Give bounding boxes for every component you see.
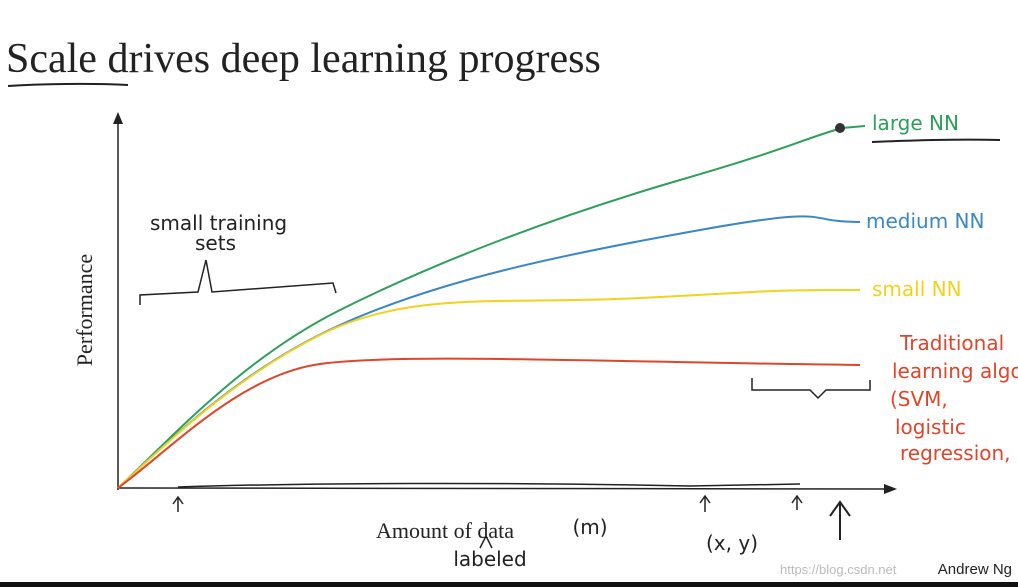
curve-end-dot	[835, 123, 845, 133]
slide-title: Scale drives deep learning progress	[6, 36, 601, 82]
large-nn-curve	[117, 125, 866, 489]
x-arrow	[884, 484, 897, 494]
watermark: https://blog.csdn.net	[780, 562, 897, 577]
traditional-curve	[117, 357, 861, 489]
author: Andrew Ng	[938, 561, 1012, 578]
title-underline	[7, 82, 129, 87]
x-axis-symbol: (m)	[572, 515, 607, 539]
traditional-label: Traditional learning algo (SVM, logistic…	[890, 331, 1018, 465]
curve-label: regression, ...)	[900, 441, 1018, 465]
bracket	[139, 259, 337, 305]
curve-label: learning algo	[892, 359, 1018, 383]
tick-arrow	[699, 494, 711, 512]
y-axis-label: Performance	[72, 254, 97, 366]
curve-label: large NN	[872, 111, 959, 135]
bracket-note: sets	[195, 231, 236, 255]
tick-arrow	[829, 500, 851, 540]
curve-label: logistic	[895, 415, 966, 439]
curve-label: (SVM,	[890, 387, 948, 411]
x-axis	[117, 487, 891, 490]
pair-note: (x, y)	[706, 531, 758, 555]
x-axis-note: labeled	[453, 547, 526, 571]
curve-label: medium NN	[866, 209, 984, 233]
y-arrow	[113, 112, 123, 124]
curve-label: Traditional	[899, 331, 1004, 355]
bracket	[751, 378, 871, 400]
caret	[479, 534, 493, 549]
tick-arrow	[172, 495, 184, 512]
x-axis-label: Amount of data	[376, 518, 514, 543]
small-nn-curve	[117, 289, 861, 489]
bottom-bar	[0, 582, 1018, 587]
tick-arrow	[791, 494, 803, 510]
range-line	[177, 482, 801, 488]
curve-label: small NN	[872, 277, 962, 301]
label-underline	[871, 138, 1001, 143]
bracket-note: small training	[150, 211, 287, 235]
